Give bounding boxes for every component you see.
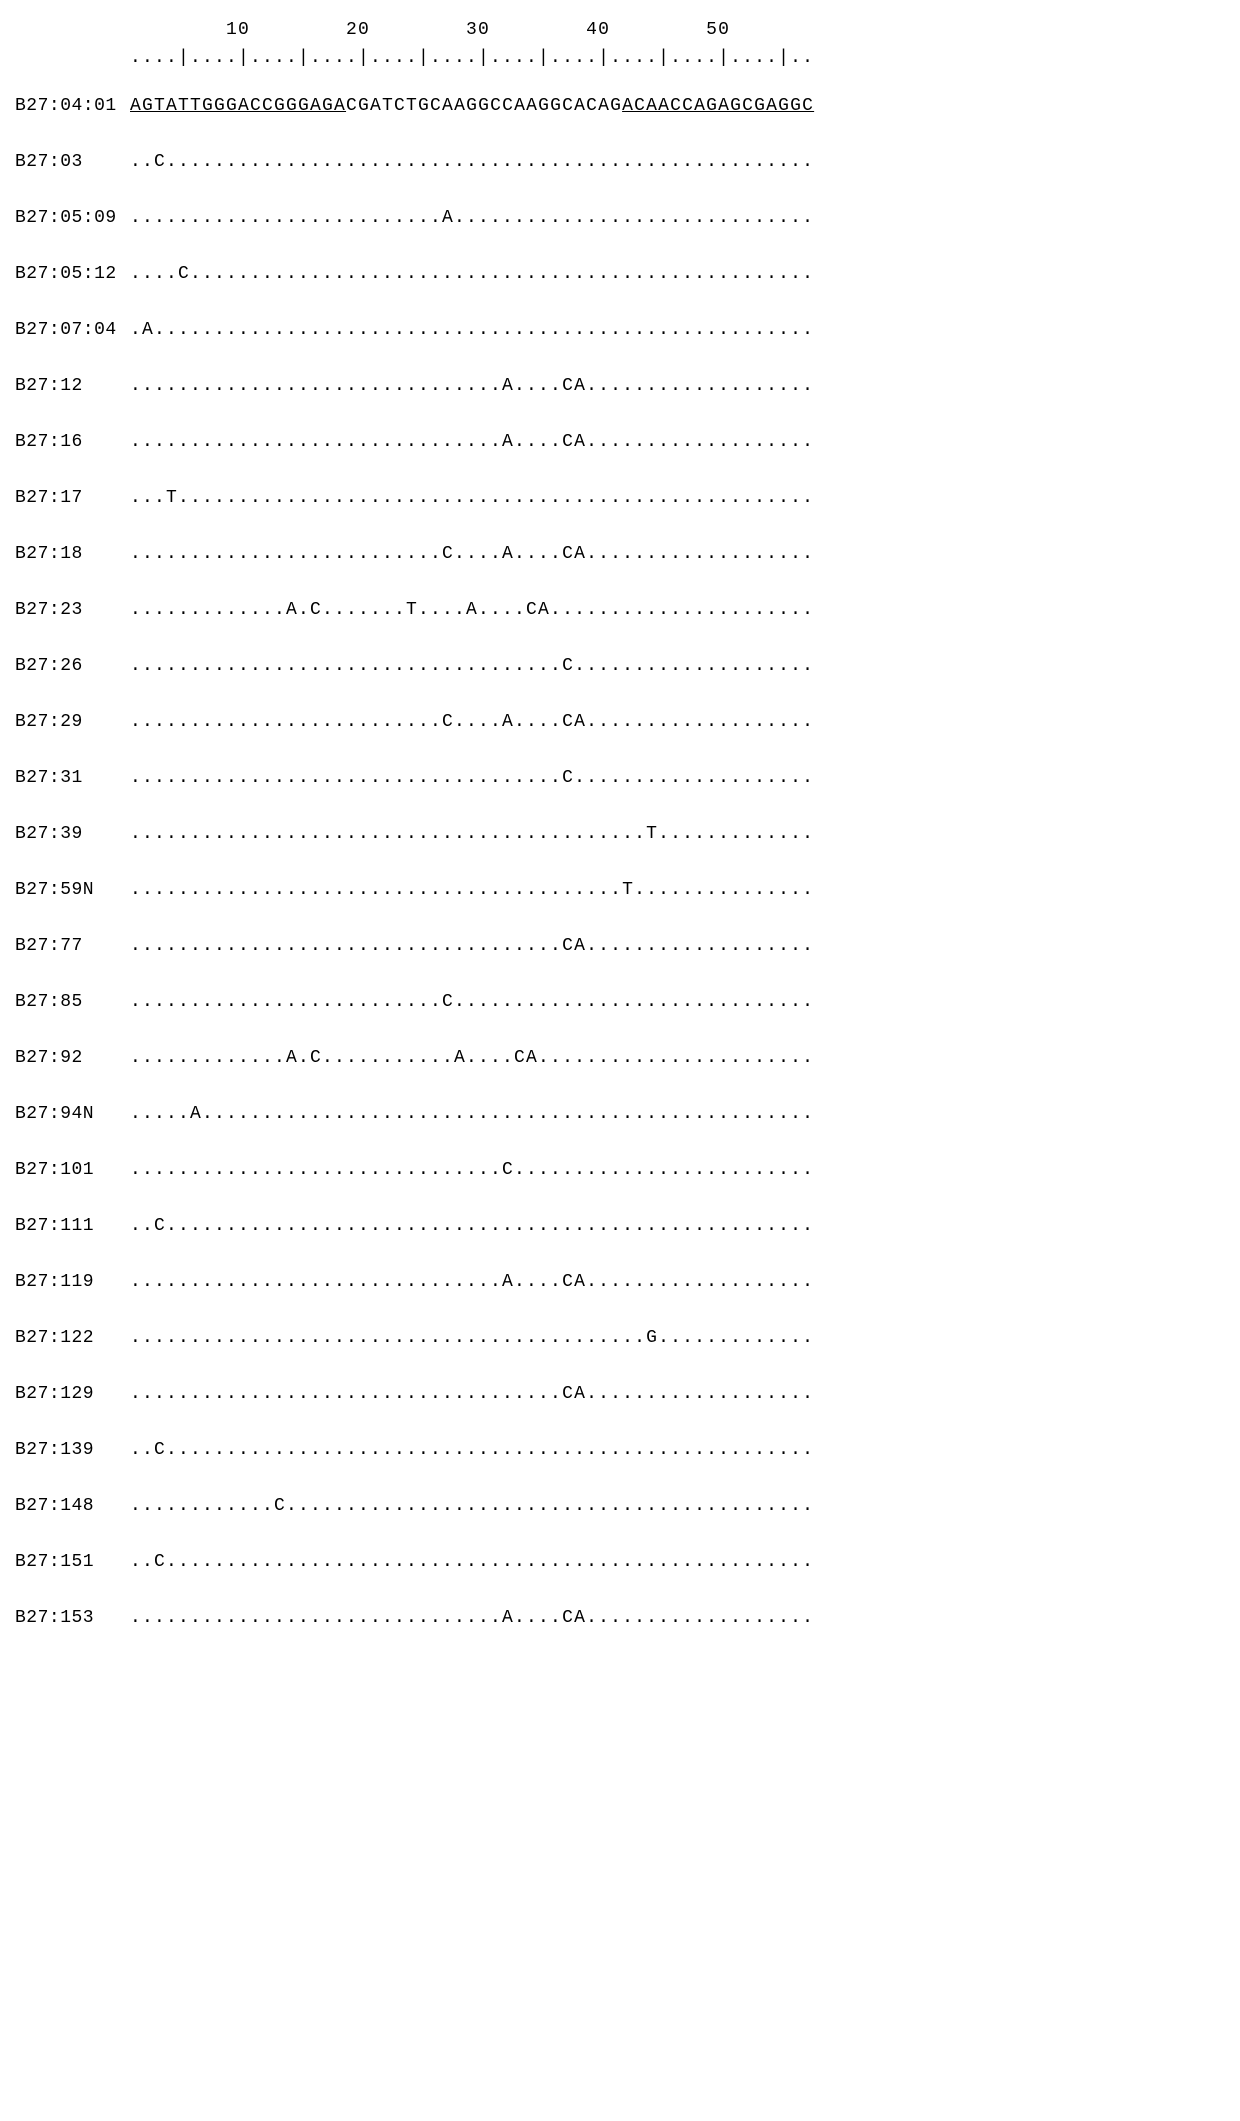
row-label: B27:129	[15, 1384, 130, 1404]
row-sequence: .............A.C.......T....A....CA.....…	[130, 600, 814, 620]
row-label: B27:31	[15, 768, 130, 788]
alignment-row: B27:05:09..........................A....…	[15, 208, 1225, 228]
row-sequence: ..C.....................................…	[130, 1216, 814, 1236]
row-sequence: ..C.....................................…	[130, 1440, 814, 1460]
row-sequence: ...............................A....CA..…	[130, 376, 814, 396]
alignment-row: B27:12...............................A..…	[15, 376, 1225, 396]
reference-row: B27:04:01 AGTATTGGGACCGGGAGACGATCTGCAAGG…	[15, 96, 1225, 116]
alignment-row: B27:148............C....................…	[15, 1496, 1225, 1516]
row-label: B27:17	[15, 488, 130, 508]
row-label: B27:18	[15, 544, 130, 564]
row-label: B27:05:09	[15, 208, 130, 228]
row-sequence: .............A.C...........A....CA......…	[130, 1048, 814, 1068]
alignment-row: B27:31..................................…	[15, 768, 1225, 788]
row-sequence: ....C...................................…	[130, 264, 814, 284]
row-sequence: ....................................CA..…	[130, 936, 814, 956]
ruler-label-spacer	[15, 48, 130, 68]
row-label: B27:153	[15, 1608, 130, 1628]
row-label: B27:12	[15, 376, 130, 396]
row-label: B27:85	[15, 992, 130, 1012]
reference-sequence: AGTATTGGGACCGGGAGACGATCTGCAAGGCCAAGGCACA…	[130, 96, 814, 116]
alignment-row: B27:101...............................C.…	[15, 1160, 1225, 1180]
alignment-row: B27:07:04.A.............................…	[15, 320, 1225, 340]
row-label: B27:16	[15, 432, 130, 452]
scale-row: 10 20 30 40 50	[15, 20, 1225, 40]
row-label: B27:29	[15, 712, 130, 732]
alignment-row: B27:26..................................…	[15, 656, 1225, 676]
row-sequence: ...............................A....CA..…	[130, 1608, 814, 1628]
alignment-row: B27:122.................................…	[15, 1328, 1225, 1348]
row-sequence: ........................................…	[130, 880, 814, 900]
row-sequence: ............C...........................…	[130, 1496, 814, 1516]
row-sequence: ..........................C....A....CA..…	[130, 544, 814, 564]
alignment-row: B27:77..................................…	[15, 936, 1225, 956]
row-sequence: ...T....................................…	[130, 488, 814, 508]
row-sequence: ..........................C.............…	[130, 992, 814, 1012]
alignment-row: B27:139..C..............................…	[15, 1440, 1225, 1460]
row-sequence: ....................................CA..…	[130, 1384, 814, 1404]
row-label: B27:101	[15, 1160, 130, 1180]
row-sequence: ...............................A....CA..…	[130, 432, 814, 452]
row-label: B27:77	[15, 936, 130, 956]
row-label: B27:119	[15, 1272, 130, 1292]
row-label: B27:148	[15, 1496, 130, 1516]
row-label: B27:92	[15, 1048, 130, 1068]
row-label: B27:39	[15, 824, 130, 844]
row-sequence: ..C.....................................…	[130, 1552, 814, 1572]
ruler-ticks: ....|....|....|....|....|....|....|....|…	[130, 48, 814, 68]
alignment-row: B27:119...............................A.…	[15, 1272, 1225, 1292]
alignment-rows: B27:03..C...............................…	[15, 152, 1225, 1664]
row-label: B27:05:12	[15, 264, 130, 284]
alignment-row: B27:94N.....A...........................…	[15, 1104, 1225, 1124]
row-sequence: .A......................................…	[130, 320, 814, 340]
reference-seq-middle: CGATCTGCAAGGCCAAGGCACAG	[346, 96, 622, 116]
reference-seq-left: AGTATTGGGACCGGGAGA	[130, 96, 346, 116]
alignment-row: B27:17...T..............................…	[15, 488, 1225, 508]
alignment-row: B27:111..C..............................…	[15, 1216, 1225, 1236]
reference-seq-right: ACAACCAGAGCGAGGC	[622, 96, 814, 116]
ruler-row: ....|....|....|....|....|....|....|....|…	[15, 48, 1225, 68]
row-sequence: ....................................C...…	[130, 768, 814, 788]
alignment-row: B27:85..........................C.......…	[15, 992, 1225, 1012]
row-label: B27:59N	[15, 880, 130, 900]
row-sequence: ........................................…	[130, 824, 814, 844]
row-sequence: ..C.....................................…	[130, 152, 814, 172]
alignment-row: B27:129.................................…	[15, 1384, 1225, 1404]
row-label: B27:03	[15, 152, 130, 172]
row-label: B27:151	[15, 1552, 130, 1572]
alignment-row: B27:59N.................................…	[15, 880, 1225, 900]
row-label: B27:94N	[15, 1104, 130, 1124]
row-label: B27:07:04	[15, 320, 130, 340]
row-sequence: ..........................C....A....CA..…	[130, 712, 814, 732]
row-sequence: ..........................A.............…	[130, 208, 814, 228]
row-sequence: ....................................C...…	[130, 656, 814, 676]
row-sequence: ........................................…	[130, 1328, 814, 1348]
scale-numbers: 10 20 30 40 50	[130, 20, 730, 40]
row-sequence: .....A..................................…	[130, 1104, 814, 1124]
row-label: B27:23	[15, 600, 130, 620]
row-label: B27:122	[15, 1328, 130, 1348]
row-label: B27:111	[15, 1216, 130, 1236]
alignment-row: B27:16...............................A..…	[15, 432, 1225, 452]
alignment-row: B27:29..........................C....A..…	[15, 712, 1225, 732]
alignment-row: B27:153...............................A.…	[15, 1608, 1225, 1628]
row-label: B27:26	[15, 656, 130, 676]
row-label: B27:139	[15, 1440, 130, 1460]
row-sequence: ...............................A....CA..…	[130, 1272, 814, 1292]
alignment-row: B27:18..........................C....A..…	[15, 544, 1225, 564]
alignment-row: B27:39..................................…	[15, 824, 1225, 844]
alignment-row: B27:05:12....C..........................…	[15, 264, 1225, 284]
alignment-row: B27:23.............A.C.......T....A....C…	[15, 600, 1225, 620]
scale-label-spacer	[15, 20, 130, 40]
reference-label: B27:04:01	[15, 96, 130, 116]
alignment-row: B27:151..C..............................…	[15, 1552, 1225, 1572]
sequence-alignment: 10 20 30 40 50 ....|....|....|....|....|…	[15, 20, 1225, 1664]
alignment-row: B27:03..C...............................…	[15, 152, 1225, 172]
row-sequence: ...............................C........…	[130, 1160, 814, 1180]
alignment-row: B27:92.............A.C...........A....CA…	[15, 1048, 1225, 1068]
